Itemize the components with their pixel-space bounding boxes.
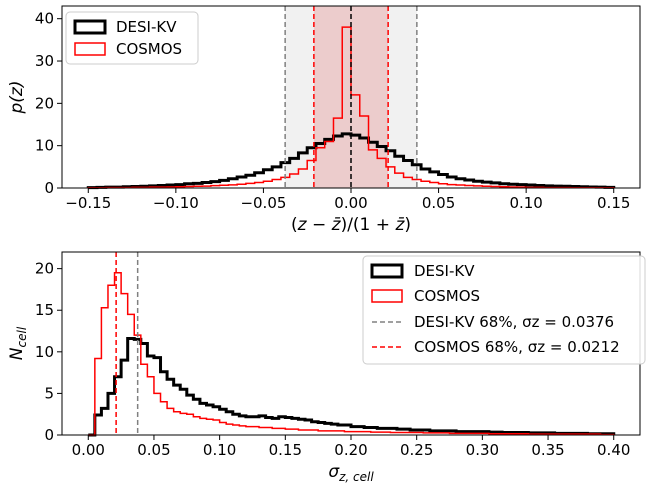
bottom-legend-label-desi: DESI-KV — [414, 262, 475, 280]
x-tick-label-top-4: 0.05 — [422, 194, 455, 212]
y-tick-label-top-0: 0 — [44, 179, 54, 197]
y-tick-label-bot-2: 10 — [35, 343, 54, 361]
top-legend-swatch-desi — [73, 19, 107, 35]
histogram-cosmos-bot — [88, 272, 615, 436]
bottom-vertical-lines — [115, 252, 139, 435]
bottom-legend-label-cosmos: COSMOS — [414, 287, 480, 305]
top-y-axis-label: p(z) — [7, 81, 27, 115]
bottom-x-axis-label: σz, cell — [328, 462, 374, 483]
y-tick-label-bot-4: 20 — [35, 260, 54, 278]
top-legend-label-cosmos: COSMOS — [116, 40, 182, 58]
bottom-histograms — [88, 272, 616, 437]
bottom-legend-label-desi68: DESI-KV 68%, σz = 0.0376 — [414, 313, 614, 331]
x-tick-label-bot-6: 0.30 — [466, 441, 499, 459]
x-tick-label-bot-0: 0.00 — [72, 441, 105, 459]
x-tick-label-bot-1: 0.05 — [137, 441, 170, 459]
x-tick-label-top-2: −0.05 — [240, 194, 286, 212]
bottom-ticks: 0.00 0.05 0.10 0.15 0.20 0.25 0.30 0.35 0.40 0 5 10… — [35, 260, 631, 459]
top-legend-swatch-cosmos — [74, 42, 106, 56]
y-tick-label-bot-0: 0 — [44, 426, 54, 444]
top-vertical-lines — [284, 6, 418, 188]
top-panel: −0.15 −0.10 −0.05 0.00 0.05 0.10 0.15 0 10 20 30 40… — [7, 5, 641, 235]
bottom-y-axis-label: Ncell — [7, 326, 29, 360]
histogram-desikv-bot — [88, 337, 616, 437]
y-tick-label-top-1: 10 — [35, 137, 54, 155]
bottom-legend-label-cosmos68: COSMOS 68%, σz = 0.0212 — [414, 338, 620, 356]
top-ticks: −0.15 −0.10 −0.05 0.00 0.05 0.10 0.15 0 10 20 30 40 — [35, 10, 631, 212]
x-tick-label-bot-7: 0.35 — [531, 441, 564, 459]
x-tick-label-top-0: −0.15 — [65, 194, 111, 212]
y-tick-label-top-2: 20 — [35, 94, 54, 112]
bottom-legend-box — [362, 255, 646, 365]
x-tick-label-top-5: 0.10 — [509, 194, 542, 212]
y-tick-label-top-4: 40 — [35, 10, 54, 28]
x-tick-label-bot-8: 0.40 — [597, 441, 630, 459]
y-tick-label-top-3: 30 — [35, 52, 54, 70]
top-legend-label-desi: DESI-KV — [116, 18, 177, 36]
x-tick-label-top-1: −0.10 — [153, 194, 199, 212]
bottom-panel: 0.00 0.05 0.10 0.15 0.20 0.25 0.30 0.35 0.40 0 5 10… — [7, 251, 646, 483]
top-legend: DESI-KV COSMOS — [65, 11, 199, 65]
x-tick-label-top-3: 0.00 — [334, 194, 367, 212]
top-legend-box — [65, 11, 199, 65]
x-tick-label-bot-4: 0.20 — [334, 441, 367, 459]
x-tick-label-bot-2: 0.10 — [203, 441, 236, 459]
bottom-legend: DESI-KV COSMOS DESI-KV 68%, σz = 0.0376 … — [362, 255, 646, 365]
y-tick-label-bot-1: 5 — [44, 384, 54, 402]
bottom-legend-swatch-desi — [370, 263, 404, 279]
bottom-legend-swatch-cosmos — [371, 289, 403, 303]
x-tick-label-bot-5: 0.25 — [400, 441, 433, 459]
histogram-cosmos-top — [87, 26, 615, 189]
top-x-axis-label: (z − z̄)/(1 + z̄) — [291, 215, 411, 235]
x-tick-label-top-6: 0.15 — [597, 194, 630, 212]
y-tick-label-bot-3: 15 — [35, 301, 54, 319]
x-tick-label-bot-3: 0.15 — [269, 441, 302, 459]
